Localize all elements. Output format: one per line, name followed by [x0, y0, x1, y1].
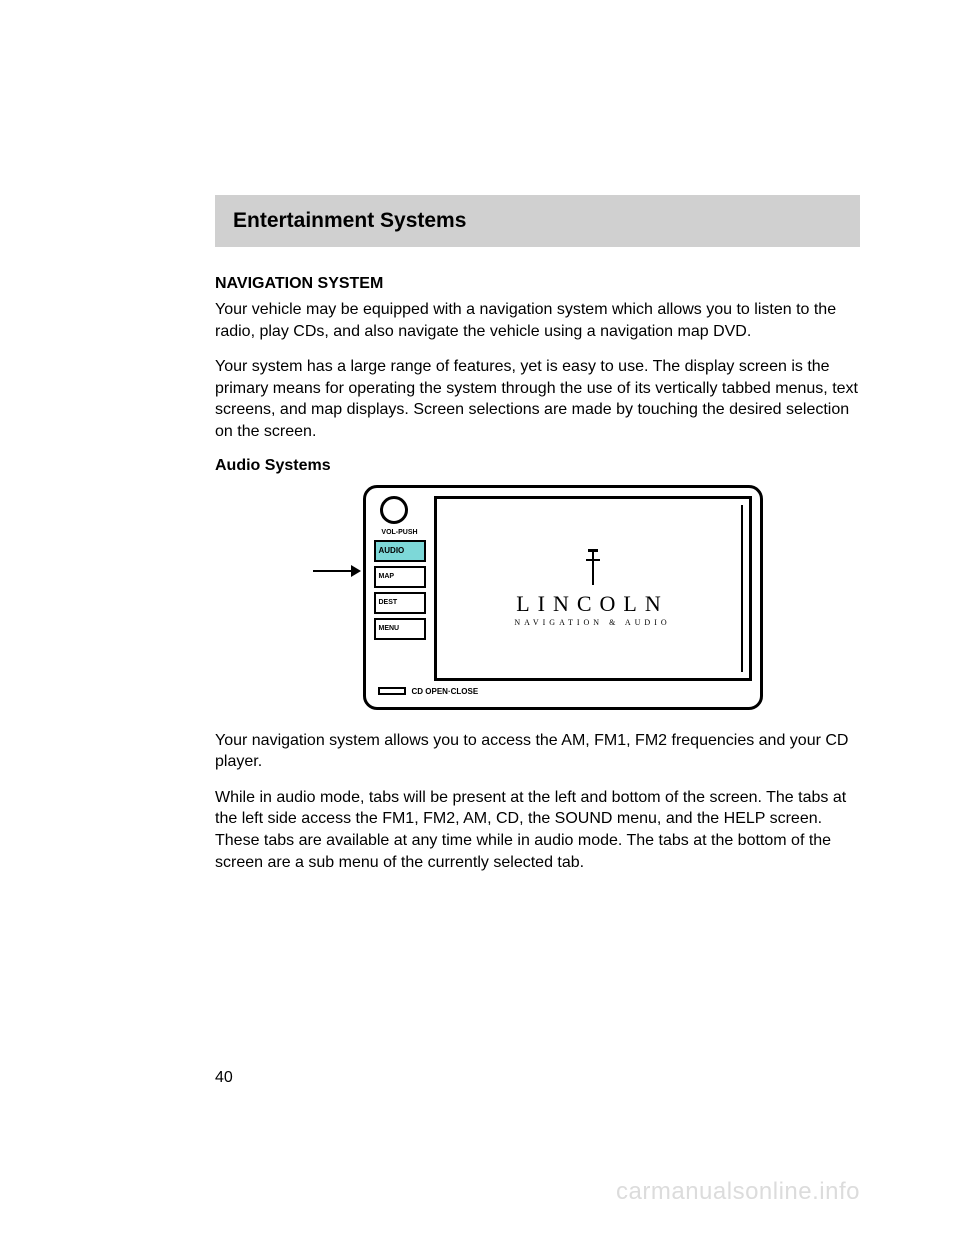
pointer-arrow-icon — [313, 563, 361, 579]
section-title-nav: NAVIGATION SYSTEM — [215, 275, 860, 293]
menu-button: MENU — [374, 618, 426, 640]
page-title: Entertainment Systems — [233, 209, 842, 233]
watermark-text: carmanualsonline.info — [616, 1178, 860, 1206]
cd-slot-icon — [378, 687, 406, 695]
dest-button: DEST — [374, 592, 426, 614]
audio-button: AUDIO — [374, 540, 426, 562]
lincoln-subtitle: NAVIGATION & AUDIO — [514, 618, 670, 627]
screen-edge-line — [741, 505, 743, 672]
device-left-column: VOL-PUSH AUDIO MAP DEST MENU — [374, 496, 426, 681]
paragraph: Your navigation system allows you to acc… — [215, 730, 860, 773]
map-button: MAP — [374, 566, 426, 588]
paragraph: While in audio mode, tabs will be presen… — [215, 787, 860, 873]
lincoln-brand-text: LINCOLN — [516, 591, 669, 617]
device-diagram: VOL-PUSH AUDIO MAP DEST MENU — [215, 485, 860, 710]
paragraph: Your system has a large range of feature… — [215, 356, 860, 442]
subsection-title-audio: Audio Systems — [215, 457, 860, 475]
cd-slot-row: CD OPEN·CLOSE — [374, 687, 752, 696]
header-bar: Entertainment Systems — [215, 195, 860, 247]
vol-push-label: VOL-PUSH — [374, 529, 426, 536]
paragraph: Your vehicle may be equipped with a navi… — [215, 299, 860, 342]
page-number: 40 — [215, 1069, 233, 1087]
cd-open-close-label: CD OPEN·CLOSE — [412, 687, 479, 696]
nav-unit-frame: VOL-PUSH AUDIO MAP DEST MENU — [363, 485, 763, 710]
lincoln-emblem-icon — [586, 549, 600, 585]
device-screen: LINCOLN NAVIGATION & AUDIO — [434, 496, 752, 681]
volume-knob-icon — [380, 496, 408, 524]
